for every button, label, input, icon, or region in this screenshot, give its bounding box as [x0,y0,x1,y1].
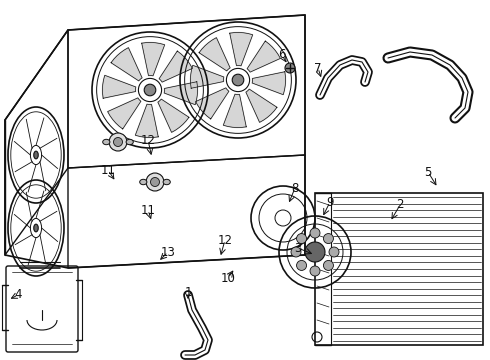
Polygon shape [164,82,197,105]
Ellipse shape [163,179,171,185]
Circle shape [114,138,122,147]
Bar [315,193,483,345]
Polygon shape [246,89,277,122]
Text: 4: 4 [14,288,22,302]
Text: 12: 12 [141,134,155,147]
Text: 11: 11 [100,163,116,176]
Circle shape [291,247,301,257]
Polygon shape [158,99,189,132]
Polygon shape [111,48,142,81]
Polygon shape [252,72,286,95]
Text: 10: 10 [220,271,235,284]
Text: 2: 2 [396,198,404,211]
Ellipse shape [126,139,133,145]
Circle shape [323,234,333,244]
Polygon shape [196,88,229,119]
Text: 8: 8 [292,181,299,194]
Text: 7: 7 [314,62,322,75]
Circle shape [146,173,164,191]
Text: 11: 11 [141,203,155,216]
Text: 1: 1 [184,285,192,298]
Text: 12: 12 [218,234,232,247]
Polygon shape [108,98,141,129]
Ellipse shape [103,139,110,145]
Polygon shape [223,94,246,127]
Circle shape [296,260,307,270]
Ellipse shape [34,151,38,159]
Polygon shape [102,75,136,98]
Circle shape [285,63,295,73]
Polygon shape [142,42,165,76]
Text: 9: 9 [326,195,334,208]
Polygon shape [230,32,253,66]
Polygon shape [191,65,224,88]
Circle shape [310,228,320,238]
Circle shape [305,242,325,262]
Text: 13: 13 [161,246,175,258]
Ellipse shape [140,179,147,185]
Circle shape [296,234,307,244]
Text: 5: 5 [424,166,432,179]
Circle shape [144,84,156,96]
Circle shape [150,177,160,186]
Circle shape [310,266,320,276]
Polygon shape [159,51,193,82]
Circle shape [109,133,127,151]
Text: 3: 3 [294,242,302,255]
Circle shape [329,247,339,257]
Circle shape [232,74,244,86]
Ellipse shape [34,224,38,232]
Polygon shape [199,38,230,71]
Text: 6: 6 [278,49,286,62]
Circle shape [323,260,333,270]
Polygon shape [135,104,158,138]
Polygon shape [247,41,280,72]
